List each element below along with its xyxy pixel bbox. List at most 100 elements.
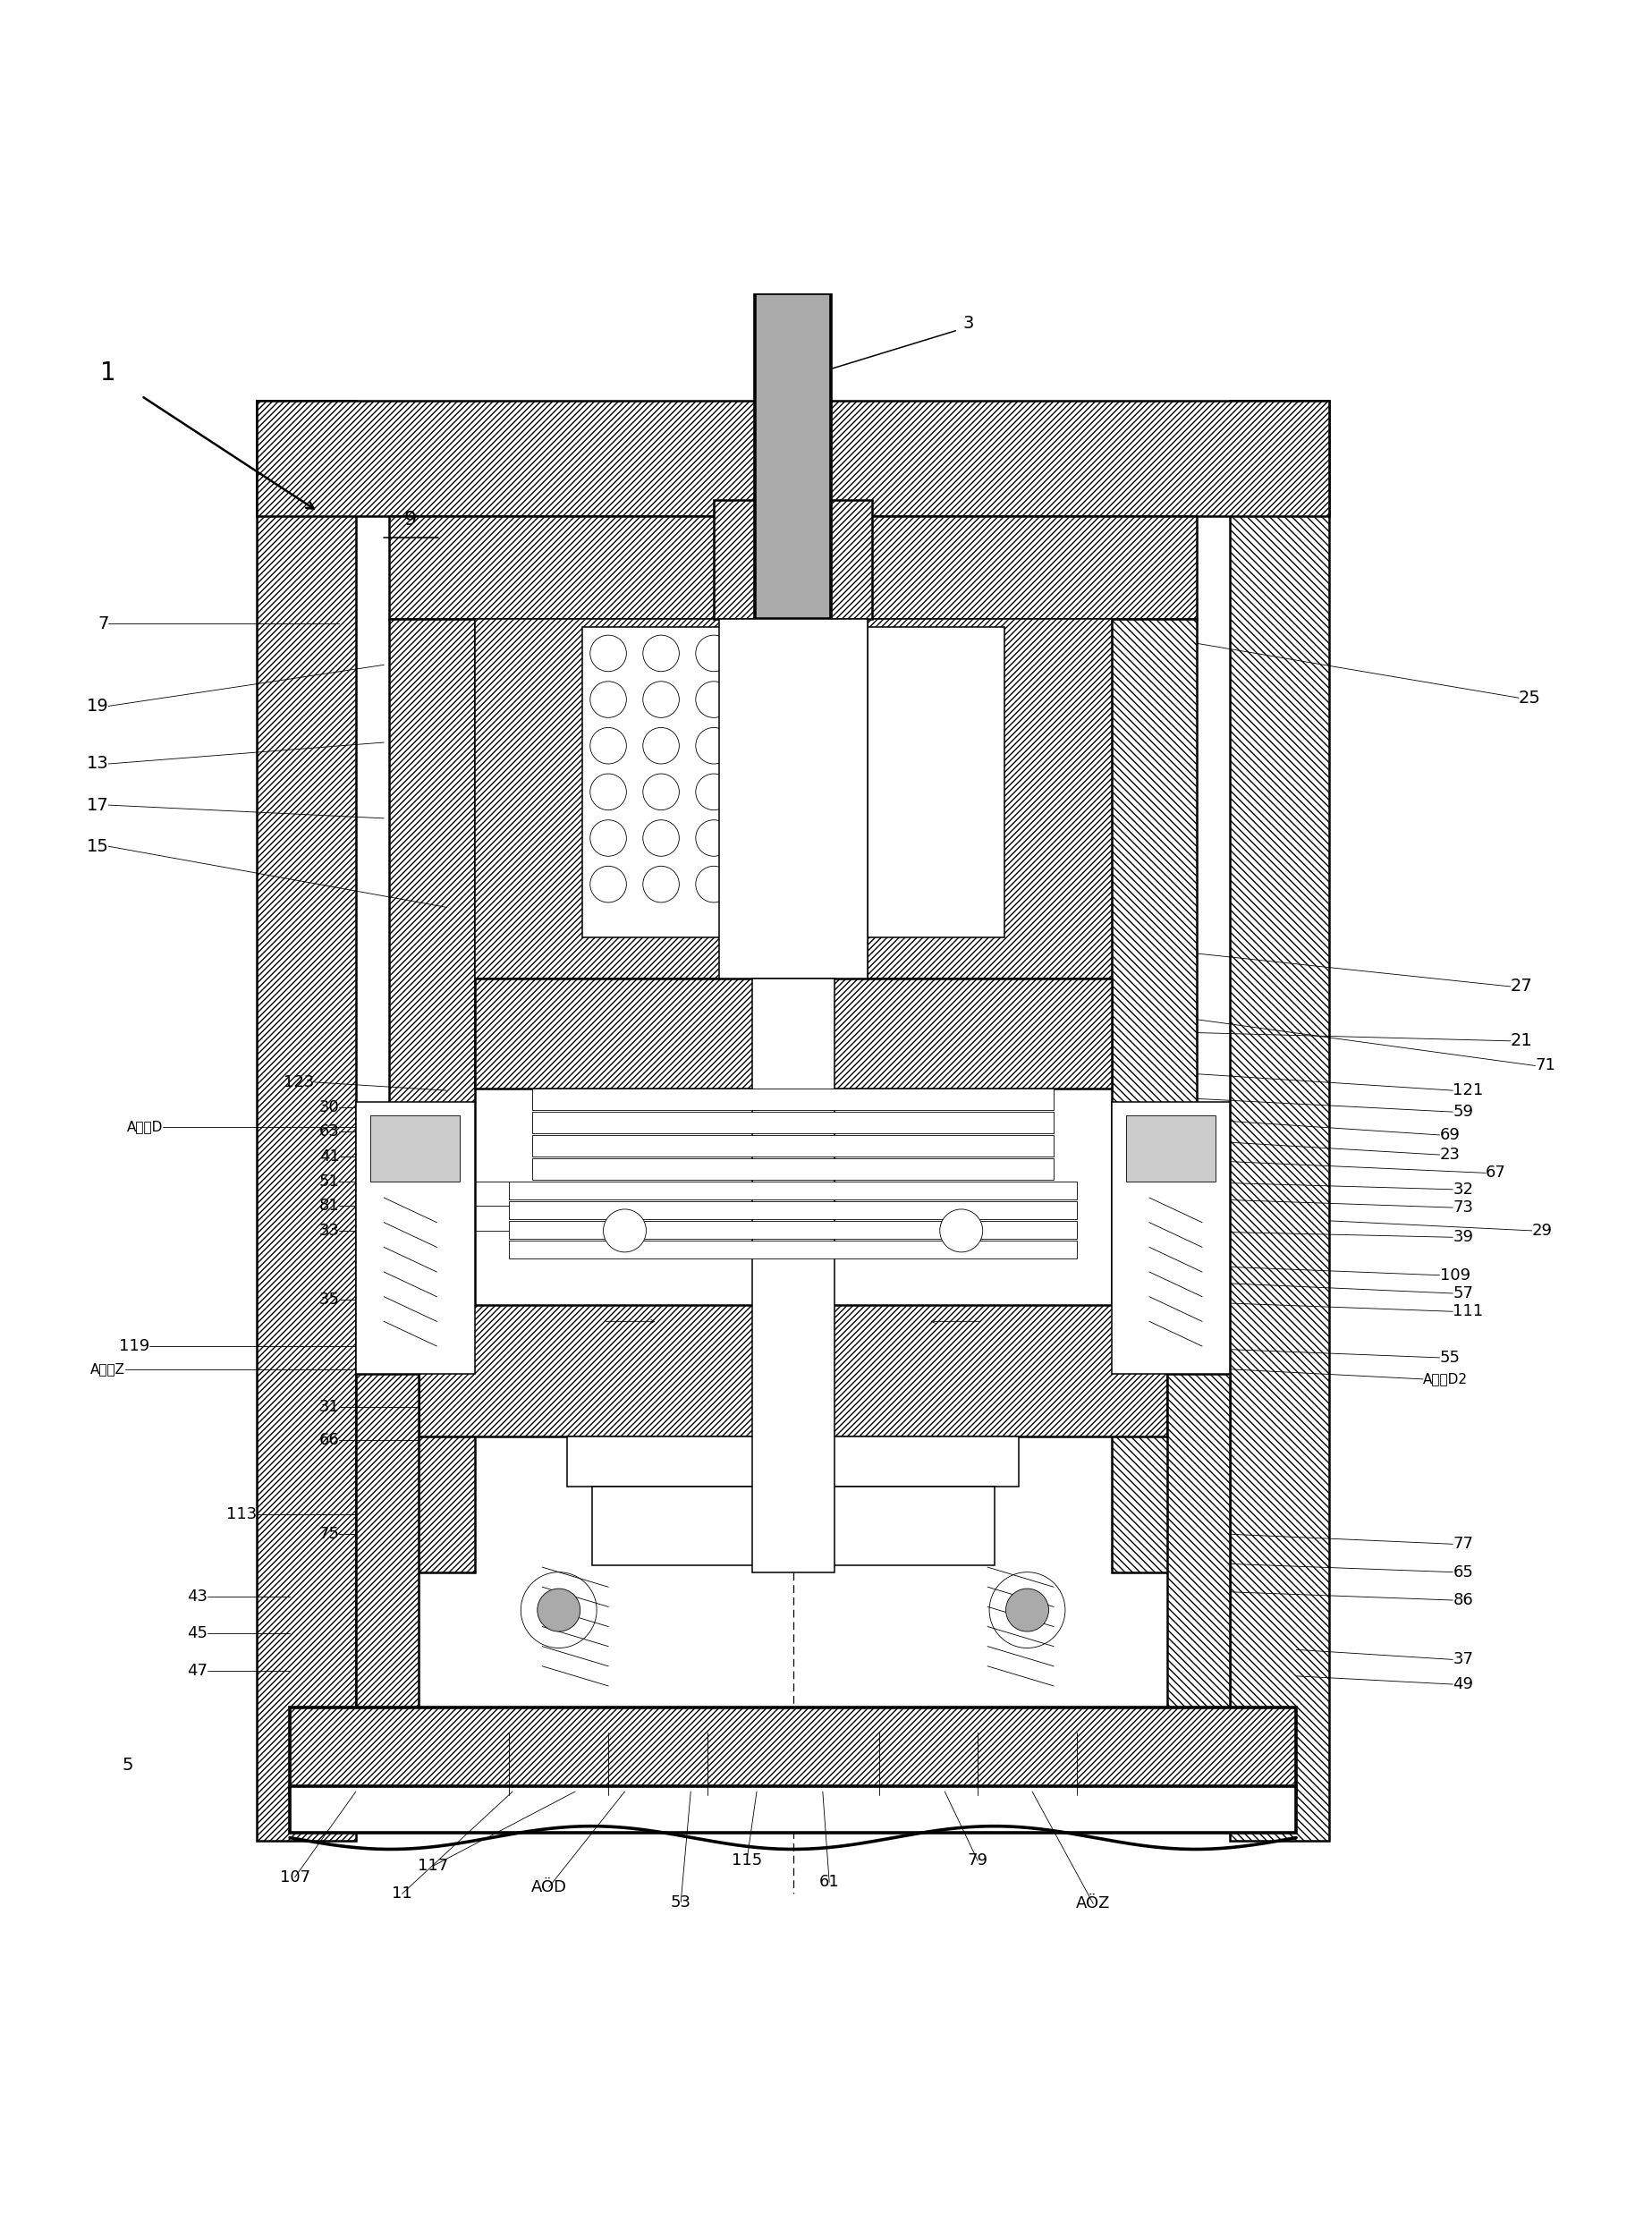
Circle shape [695,866,732,902]
Text: A关闭D: A关闭D [127,1121,164,1134]
Polygon shape [1112,620,1198,1573]
Polygon shape [388,517,1198,620]
Bar [582,626,1004,937]
Circle shape [590,635,626,671]
Text: 55: 55 [1439,1349,1460,1367]
Bar [289,1787,1297,1832]
Circle shape [643,682,679,718]
Text: 1: 1 [101,360,116,385]
Circle shape [748,727,785,763]
Text: 23: 23 [1439,1148,1460,1163]
Circle shape [748,866,785,902]
Text: 5: 5 [122,1756,134,1774]
Circle shape [748,774,785,810]
Bar [509,1221,1077,1239]
Circle shape [537,1588,580,1631]
Text: 9: 9 [405,510,416,528]
Text: 121: 121 [1452,1083,1483,1098]
Text: 25: 25 [1518,689,1541,707]
Circle shape [748,682,785,718]
Circle shape [801,821,838,857]
Circle shape [695,682,732,718]
Bar [1112,1103,1231,1374]
Text: 123: 123 [284,1074,314,1089]
Text: AÖD: AÖD [530,1879,567,1895]
Text: 67: 67 [1485,1165,1507,1181]
Text: 81: 81 [319,1197,339,1215]
Circle shape [695,727,732,763]
Text: 13: 13 [86,756,109,772]
Text: 69: 69 [1439,1127,1460,1143]
Bar [532,1159,1054,1179]
Circle shape [643,635,679,671]
Bar [509,1242,1077,1259]
Circle shape [748,821,785,857]
Text: 51: 51 [319,1172,339,1190]
Circle shape [590,727,626,763]
Text: 7: 7 [97,615,109,633]
Text: 53: 53 [671,1895,691,1910]
Circle shape [801,635,838,671]
Text: 71: 71 [1535,1058,1556,1074]
Polygon shape [355,1374,418,1707]
Text: 29: 29 [1531,1224,1553,1239]
Text: 37: 37 [1452,1651,1474,1667]
Circle shape [801,682,838,718]
Circle shape [695,774,732,810]
Text: A关用D2: A关用D2 [1422,1374,1469,1387]
Circle shape [643,727,679,763]
Text: 39: 39 [1452,1228,1474,1246]
Circle shape [801,727,838,763]
Circle shape [590,866,626,902]
Text: 115: 115 [732,1852,762,1868]
Text: AÖZ: AÖZ [1075,1895,1110,1913]
Text: 47: 47 [187,1662,208,1680]
Circle shape [748,635,785,671]
Text: 61: 61 [819,1875,839,1890]
Text: 43: 43 [187,1588,208,1604]
Text: 111: 111 [1452,1304,1483,1320]
Text: 45: 45 [187,1624,208,1642]
Bar [509,1181,1077,1199]
Text: 65: 65 [1452,1564,1474,1579]
Circle shape [590,821,626,857]
Text: 59: 59 [1452,1103,1474,1121]
Polygon shape [1168,1374,1231,1707]
Bar [567,1436,1019,1485]
Text: 73: 73 [1452,1199,1474,1215]
Polygon shape [714,499,872,620]
Text: A关闭Z: A关闭Z [91,1362,126,1376]
Polygon shape [474,978,1112,1089]
Polygon shape [289,1707,1297,1794]
Text: 77: 77 [1452,1537,1474,1552]
Bar [532,1089,1054,1110]
Circle shape [590,774,626,810]
Bar [532,1112,1054,1134]
Text: 75: 75 [319,1526,339,1541]
Bar [719,620,867,978]
Text: 57: 57 [1452,1286,1474,1302]
Text: 17: 17 [86,796,109,814]
Polygon shape [1231,400,1330,1841]
Text: 19: 19 [86,698,109,714]
Text: 119: 119 [119,1338,150,1353]
Text: 117: 117 [418,1857,449,1875]
Text: 63: 63 [319,1123,339,1139]
Circle shape [590,682,626,718]
Text: 30: 30 [319,1098,339,1114]
Text: 31: 31 [319,1398,339,1416]
Circle shape [520,1573,596,1649]
Circle shape [603,1210,646,1253]
Circle shape [643,866,679,902]
Text: 33: 33 [319,1224,339,1239]
Text: 107: 107 [279,1870,311,1886]
Bar [591,1485,995,1566]
Text: 79: 79 [968,1852,988,1868]
Text: 35: 35 [319,1293,339,1309]
Circle shape [643,821,679,857]
Text: 109: 109 [1439,1266,1470,1284]
Bar [1127,1116,1216,1181]
Circle shape [801,774,838,810]
Bar [355,1103,474,1374]
Text: 32: 32 [1452,1181,1474,1197]
